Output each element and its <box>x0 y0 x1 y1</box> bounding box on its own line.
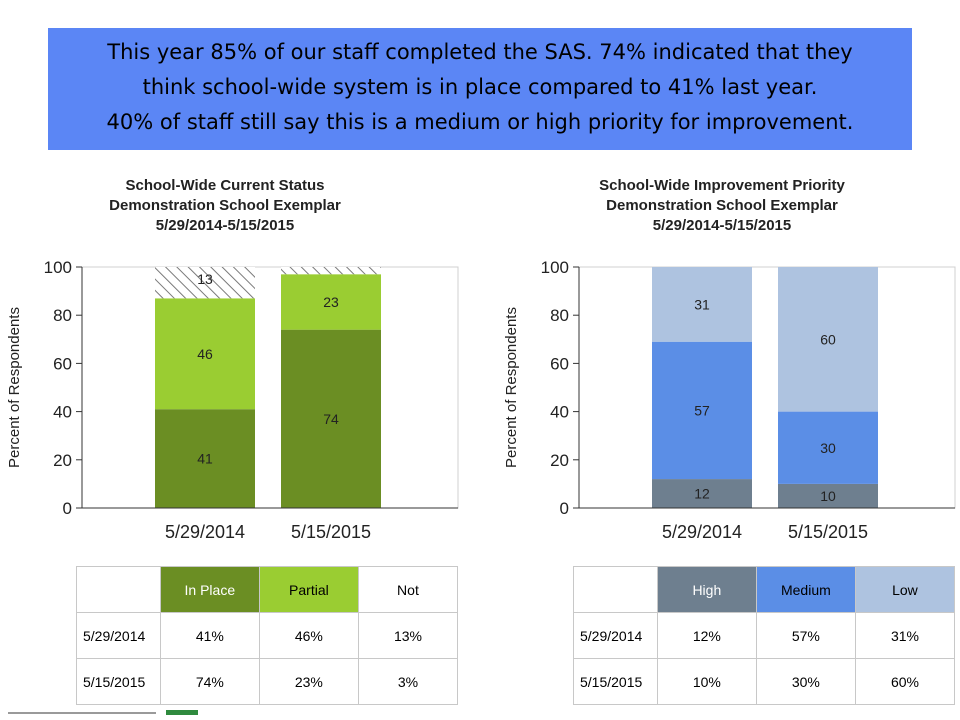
bar-segment <box>778 483 878 508</box>
table-cell: 3% <box>357 658 459 705</box>
current-status-table: In Place Partial Not 5/29/2014 41% 46% 1… <box>76 566 459 705</box>
bar-segment <box>778 411 878 484</box>
y-axis-label: Percent of Respondents <box>503 307 520 468</box>
bar-segment <box>778 267 878 412</box>
y-tick-label: 40 <box>550 403 569 422</box>
data-label: 31 <box>694 296 710 312</box>
table-row: 5/15/2015 10% 30% 60% <box>573 658 956 705</box>
y-tick-label: 80 <box>550 306 569 325</box>
table-row-date: 5/29/2014 <box>573 612 658 659</box>
summary-banner: This year 85% of our staff completed the… <box>48 28 912 150</box>
improvement-priority-chart: School-Wide Improvement Priority Demonstr… <box>503 177 956 542</box>
chart-title-line: 5/29/2014-5/15/2015 <box>653 217 791 234</box>
footer-logo-mark <box>166 710 198 715</box>
improvement-priority-table: High Medium Low 5/29/2014 12% 57% 31% 5/… <box>573 566 956 705</box>
table-header-low: Low <box>854 566 956 613</box>
bar-segment <box>281 267 381 275</box>
plot-frame <box>578 266 956 509</box>
table-header-blank <box>76 566 161 613</box>
table-cell: 31% <box>854 612 956 659</box>
data-label: 30 <box>820 440 836 456</box>
table-header-partial: Partial <box>258 566 359 613</box>
chart-title-line: Demonstration School Exemplar <box>606 197 838 214</box>
table-row-date: 5/15/2015 <box>573 658 658 705</box>
banner-line-1: This year 85% of our staff completed the… <box>107 40 853 64</box>
data-label: 41 <box>197 451 213 467</box>
table-cell: 12% <box>656 612 757 659</box>
data-label: 12 <box>694 486 710 502</box>
y-tick-label: 20 <box>550 451 569 470</box>
y-tick-label: 80 <box>53 306 72 325</box>
table-row: 5/15/2015 74% 23% 3% <box>76 658 459 705</box>
bar-segment <box>652 341 752 480</box>
table-row-date: 5/15/2015 <box>76 658 161 705</box>
y-tick-label: 100 <box>44 258 72 277</box>
y-axis-label: Percent of Respondents <box>6 307 23 468</box>
bar-segment <box>281 329 381 508</box>
plot-frame <box>81 266 459 509</box>
x-tick-label: 5/29/2014 <box>165 522 245 542</box>
data-label: 10 <box>820 488 836 504</box>
bar-segment <box>155 409 255 508</box>
table-cell: 46% <box>258 612 359 659</box>
x-tick-label: 5/29/2014 <box>662 522 742 542</box>
data-label: 46 <box>197 346 213 362</box>
x-tick-label: 5/15/2015 <box>788 522 868 542</box>
footer-divider <box>8 712 156 714</box>
table-header-row: In Place Partial Not <box>76 566 459 613</box>
y-tick-label: 60 <box>53 354 72 373</box>
data-label: 13 <box>197 271 213 287</box>
chart-title-line: School-Wide Improvement Priority <box>599 177 845 194</box>
table-cell: 41% <box>159 612 260 659</box>
table-row-date: 5/29/2014 <box>76 612 161 659</box>
bar-segment <box>652 479 752 508</box>
table-cell: 13% <box>357 612 459 659</box>
banner-line-2: think school-wide system is in place com… <box>142 75 818 99</box>
table-header-blank <box>573 566 658 613</box>
y-tick-label: 40 <box>53 403 72 422</box>
bar-segment <box>155 298 255 410</box>
y-tick-label: 20 <box>53 451 72 470</box>
data-label: 23 <box>323 294 339 310</box>
table-row: 5/29/2014 12% 57% 31% <box>573 612 956 659</box>
table-header-in-place: In Place <box>159 566 260 613</box>
table-header-high: High <box>656 566 757 613</box>
y-tick-label: 0 <box>560 499 569 518</box>
table-cell: 74% <box>159 658 260 705</box>
chart-title-line: Demonstration School Exemplar <box>109 197 341 214</box>
table-header-row: High Medium Low <box>573 566 956 613</box>
data-label: 74 <box>323 411 339 427</box>
table-cell: 30% <box>755 658 856 705</box>
table-header-not: Not <box>357 566 459 613</box>
banner-line-3: 40% of staff still say this is a medium … <box>106 110 854 134</box>
y-tick-label: 60 <box>550 354 569 373</box>
table-row: 5/29/2014 41% 46% 13% <box>76 612 459 659</box>
table-cell: 23% <box>258 658 359 705</box>
current-status-chart: School-Wide Current Status Demonstration … <box>6 177 459 542</box>
data-label: 60 <box>820 331 836 347</box>
data-label: 57 <box>694 402 710 418</box>
chart-title-line: School-Wide Current Status <box>125 177 324 194</box>
table-header-medium: Medium <box>755 566 856 613</box>
table-cell: 57% <box>755 612 856 659</box>
chart-title-line: 5/29/2014-5/15/2015 <box>156 217 294 234</box>
y-tick-label: 0 <box>63 499 72 518</box>
x-tick-label: 5/15/2015 <box>291 522 371 542</box>
table-cell: 60% <box>854 658 956 705</box>
bar-segment <box>155 267 255 299</box>
table-cell: 10% <box>656 658 757 705</box>
bar-segment <box>652 267 752 342</box>
bar-segment <box>281 274 381 330</box>
y-tick-label: 100 <box>541 258 569 277</box>
